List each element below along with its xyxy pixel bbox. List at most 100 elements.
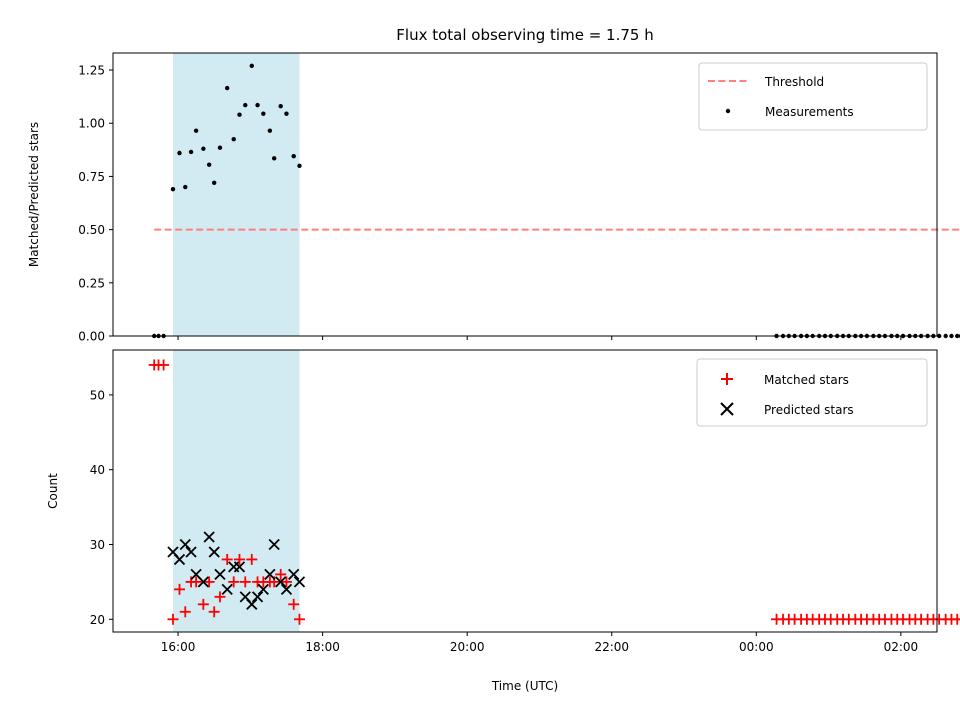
measurement-point bbox=[201, 146, 206, 151]
measurement-point bbox=[243, 102, 248, 108]
matched-point bbox=[179, 606, 191, 618]
top-y-tick-label: 0.00 bbox=[78, 330, 105, 344]
measurement-point bbox=[249, 63, 254, 68]
predicted-point bbox=[268, 538, 280, 551]
bottom-axes-frame bbox=[112, 349, 938, 633]
predicted-point bbox=[233, 561, 246, 573]
x-tick-label: 16:00 bbox=[161, 640, 196, 654]
predicted-point bbox=[214, 568, 226, 581]
predicted-legend-swatch bbox=[720, 402, 734, 416]
threshold-legend-label: Threshold bbox=[764, 75, 824, 89]
measurement-point bbox=[949, 333, 954, 339]
predicted-point bbox=[293, 576, 306, 588]
measurement-point bbox=[261, 111, 266, 116]
top-y-tick-label: 0.50 bbox=[78, 223, 105, 237]
bottom-legend-box bbox=[696, 358, 928, 427]
matched-point bbox=[214, 591, 226, 603]
matched-point bbox=[158, 359, 170, 371]
predicted-point bbox=[185, 546, 197, 558]
bottom-y-tick-label: 20 bbox=[90, 613, 105, 627]
top-legend-box bbox=[698, 62, 928, 131]
top-legend: Threshold Measurements bbox=[698, 62, 928, 131]
bottom-y-axis-label: Count bbox=[46, 473, 60, 509]
x-tick-label: 20:00 bbox=[450, 640, 485, 654]
predicted-point bbox=[197, 576, 209, 588]
matched-point bbox=[233, 553, 245, 565]
matched-point bbox=[197, 598, 209, 610]
measurement-point bbox=[297, 163, 302, 168]
predicted-point bbox=[257, 583, 269, 595]
figure-title: Flux total observing time = 1.75 h bbox=[396, 26, 653, 44]
predicted-point bbox=[246, 598, 258, 610]
x-tick-label: 22:00 bbox=[594, 640, 629, 654]
matched-legend-label: Matched stars bbox=[764, 373, 849, 387]
measurement-point bbox=[193, 128, 199, 133]
measurement-point bbox=[231, 136, 236, 142]
top-y-tick-label: 0.75 bbox=[78, 170, 105, 184]
top-axes-frame bbox=[112, 52, 938, 337]
top-y-tick-label: 1.00 bbox=[78, 117, 105, 131]
measurement-point bbox=[188, 149, 194, 155]
matched-point bbox=[173, 583, 185, 595]
measurement-point bbox=[170, 186, 176, 192]
predicted-point bbox=[280, 583, 293, 595]
predicted-point bbox=[275, 576, 287, 588]
measurement-point bbox=[278, 103, 283, 109]
measurements-legend-label: Measurements bbox=[765, 105, 854, 119]
matched-legend-swatch bbox=[721, 373, 733, 385]
measurement-point bbox=[267, 128, 273, 133]
predicted-point bbox=[264, 568, 276, 581]
matched-point bbox=[208, 606, 220, 618]
matched-point bbox=[280, 576, 292, 588]
predicted-point bbox=[173, 553, 186, 566]
matched-point bbox=[221, 553, 233, 565]
bottom-y-tick-label: 40 bbox=[90, 463, 105, 477]
top-y-tick-label: 1.25 bbox=[78, 64, 105, 78]
x-tick-label: 18:00 bbox=[305, 640, 340, 654]
x-tick-label: 02:00 bbox=[884, 640, 919, 654]
matched-point bbox=[190, 576, 202, 588]
measurement-point bbox=[177, 150, 182, 156]
bottom-legend: Matched stars Predicted stars bbox=[696, 358, 928, 427]
bottom-y-tick-label: 50 bbox=[90, 388, 105, 402]
predicted-point bbox=[208, 546, 220, 558]
matched-point bbox=[167, 613, 179, 625]
matched-point bbox=[203, 576, 215, 588]
measurement-point bbox=[225, 85, 230, 91]
measurement-point bbox=[183, 184, 188, 190]
measurement-point bbox=[943, 333, 948, 339]
measurement-point bbox=[237, 112, 242, 117]
measurement-point bbox=[217, 145, 223, 150]
top-y-axis-label: Matched/Predicted stars bbox=[27, 122, 41, 267]
predicted-legend-label: Predicted stars bbox=[764, 403, 854, 417]
measurement-point bbox=[291, 153, 296, 159]
x-axis-label: Time (UTC) bbox=[491, 679, 558, 693]
measurement-point bbox=[255, 102, 260, 108]
predicted-point bbox=[203, 531, 215, 543]
measurement-point bbox=[211, 180, 217, 185]
bottom-y-tick-label: 30 bbox=[90, 538, 105, 552]
measurement-point bbox=[284, 111, 289, 116]
matched-point bbox=[293, 613, 305, 625]
measurement-point bbox=[936, 333, 942, 339]
x-tick-label: 00:00 bbox=[739, 640, 774, 654]
matched-point bbox=[228, 576, 240, 588]
top-panel: 0.00 0.25 0.50 0.75 1.00 1.25 Matched/Predicte… bbox=[27, 52, 960, 344]
measurement-point bbox=[206, 162, 212, 167]
measurements-legend-swatch bbox=[725, 108, 731, 114]
matched-point bbox=[239, 576, 251, 588]
matched-point bbox=[955, 613, 960, 625]
predicted-point bbox=[288, 568, 300, 581]
top-y-tick-label: 0.25 bbox=[78, 276, 105, 290]
predicted-point bbox=[251, 591, 264, 603]
measurement-point bbox=[271, 156, 277, 161]
measurement-point bbox=[955, 333, 960, 339]
matched-point bbox=[246, 553, 258, 565]
bottom-panel: 16:00 18:00 20:00 22:00 00:00 02:00 20 30 40 50 Co… bbox=[46, 349, 960, 693]
predicted-point bbox=[179, 538, 191, 551]
matched-point bbox=[275, 568, 287, 580]
bottom-observing-span bbox=[172, 350, 300, 632]
predicted-point bbox=[221, 583, 233, 595]
matched-point bbox=[288, 598, 300, 610]
